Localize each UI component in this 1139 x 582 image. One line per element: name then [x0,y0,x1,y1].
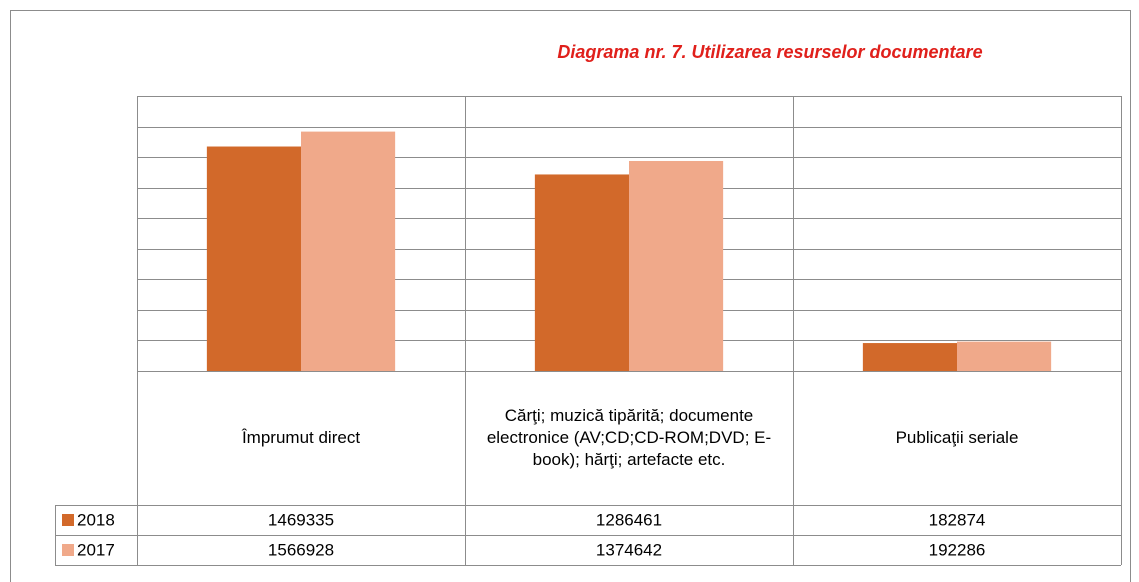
bar [862,343,957,371]
bar [206,146,301,371]
table-value: 192286 [929,540,986,559]
chart-title: Diagrama nr. 7. Utilizarea resurselor do… [557,42,982,62]
table-value: 1374642 [596,540,662,559]
table-value: 182874 [929,510,986,529]
bar [301,131,396,371]
legend-label: 2018 [77,510,115,529]
legend-label: 2017 [77,540,115,559]
legend-swatch [62,514,74,526]
x-tick-label: Publicaţii seriale [895,428,1019,447]
legend-swatch [62,544,74,556]
chart-border [10,10,1131,582]
bar [957,341,1052,371]
bar [629,160,724,371]
x-tick-label: Împrumut direct [241,428,361,447]
table-value: 1286461 [596,510,662,529]
x-tick-label: Cărţi; muzică tipărită; documente electr… [486,406,772,469]
table-value: 1566928 [268,540,334,559]
table-value: 1469335 [268,510,334,529]
bar [534,174,629,371]
